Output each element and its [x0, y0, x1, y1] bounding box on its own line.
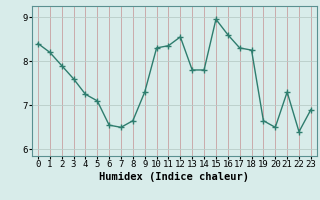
X-axis label: Humidex (Indice chaleur): Humidex (Indice chaleur) [100, 172, 249, 182]
